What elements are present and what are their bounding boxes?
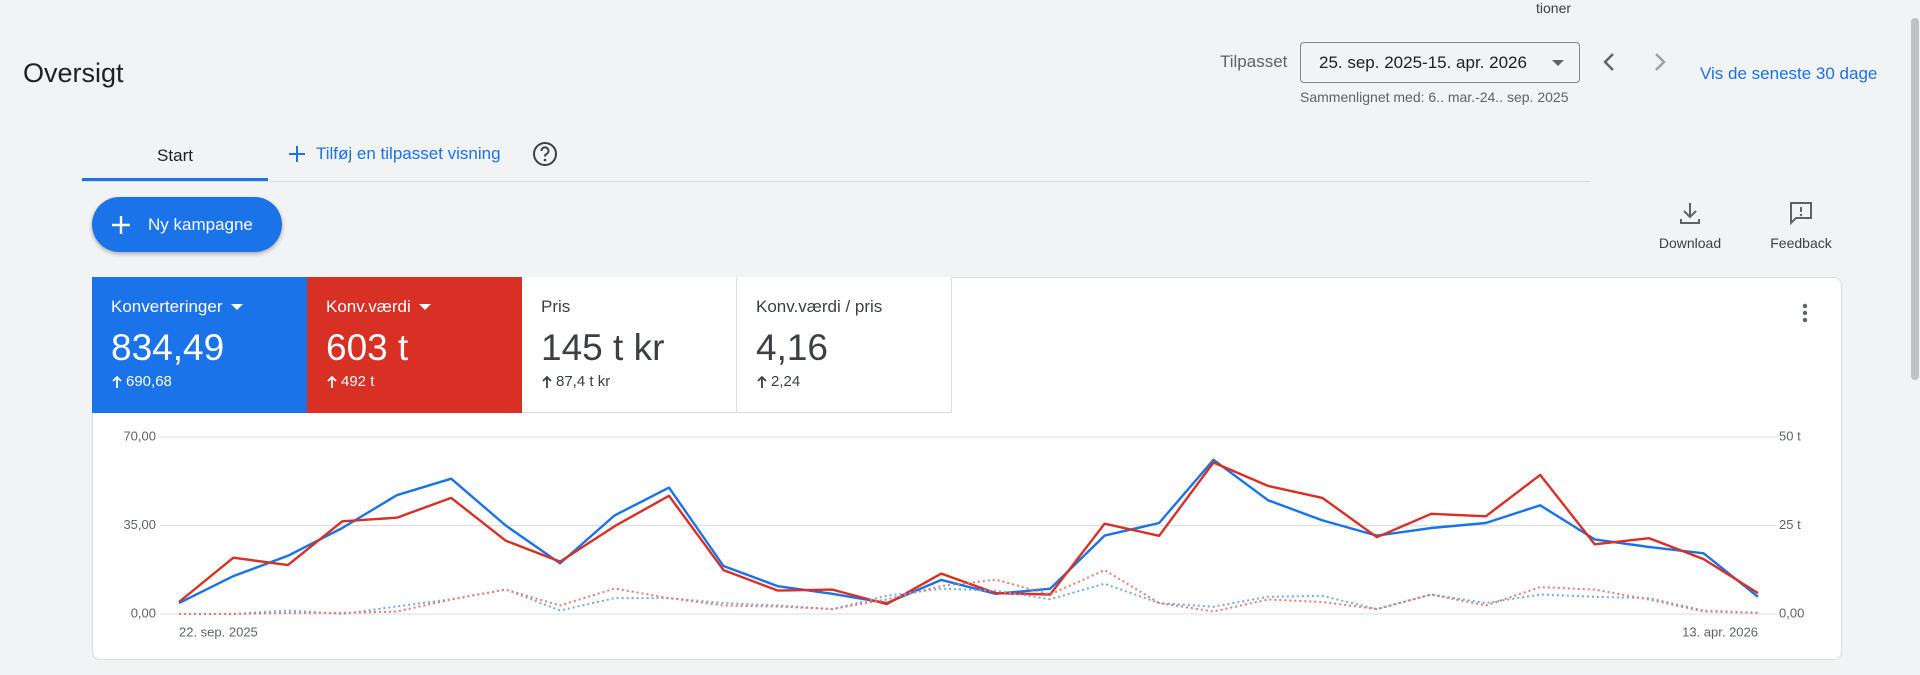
y-tick-label: 70,00 <box>123 428 156 443</box>
series-line <box>178 458 1759 605</box>
plus-icon <box>112 215 130 234</box>
metric-label-text: Konv.værdi / pris <box>756 297 883 316</box>
metric-change: 492 t <box>326 373 503 390</box>
up-arrow <box>112 375 122 388</box>
metric-change-text: 492 t <box>341 373 375 390</box>
download-action[interactable]: Download <box>1650 200 1730 251</box>
metric-change-text: 87,4 t kr <box>556 373 611 390</box>
arrow-shape <box>542 375 552 388</box>
date-range: 25. sep. 2025-15. apr. 2026 <box>1319 53 1527 72</box>
y2-tick-label: 50 t <box>1779 428 1801 443</box>
arrow-shape <box>230 304 243 310</box>
scroll-thumb[interactable] <box>1911 18 1919 380</box>
date-dropdown[interactable]: 25. sep. 2025-15. apr. 2026 <box>1300 42 1580 83</box>
tab-indicator <box>82 178 268 181</box>
x-tick-label: 22. sep. 2025 <box>179 624 258 639</box>
metric-label-text: Konv.værdi <box>326 297 411 316</box>
up-arrow <box>757 375 767 388</box>
new-campaign-button[interactable]: Ny kampagne <box>92 197 282 252</box>
metric-label: Konv.værdi / pris <box>756 297 932 317</box>
up-arrow <box>327 375 337 388</box>
plus-icon <box>289 146 305 162</box>
metric-tile[interactable]: Pris 145 t kr 87,4 t kr <box>522 277 737 413</box>
clipped-label: tioner <box>1536 0 1572 16</box>
range-label: Tilpasset <box>1220 52 1288 71</box>
metric-change: 87,4 t kr <box>541 373 717 390</box>
feedback-label: Feedback <box>1770 235 1832 251</box>
metric-label-text: Konverteringer <box>111 297 223 316</box>
metric-tile[interactable]: Konverteringer 834,49 690,68 <box>92 277 307 413</box>
y2-tick-label: 25 t <box>1779 517 1801 532</box>
y2-tick-label: 0,00 <box>1779 605 1804 620</box>
arrow-shape <box>418 304 431 310</box>
add-view-label: Tilføj en tilpasset visning <box>316 144 501 163</box>
button-label: Ny kampagne <box>148 214 253 234</box>
tab-label: Start <box>157 146 193 165</box>
comparison-text: Sammenlignet med: 6.. mar.-24.. sep. 202… <box>1300 89 1569 105</box>
metric-change: 690,68 <box>111 373 288 390</box>
scrollbar <box>1910 0 1920 675</box>
metric-label: Pris <box>541 297 717 317</box>
metric-change-text: 2,24 <box>771 373 801 390</box>
metric-value: 4,16 <box>756 327 829 368</box>
metric-label: Konv.værdi <box>326 297 503 317</box>
metric-value: 603 t <box>326 327 409 368</box>
metric-change: 2,24 <box>756 373 932 390</box>
feedback-icon <box>1790 202 1812 226</box>
metric-label: Konverteringer <box>111 297 288 317</box>
add-view[interactable]: Tilføj en tilpasset visning <box>288 144 501 164</box>
download-icon <box>1680 203 1700 224</box>
next-button[interactable] <box>1647 50 1671 74</box>
arrow-shape <box>112 375 122 388</box>
metric-value: 834,49 <box>111 327 225 368</box>
metric-label-text: Pris <box>541 297 571 316</box>
y-tick-label: 0,00 <box>131 605 156 620</box>
arrow-shape <box>757 375 767 388</box>
series-line <box>179 569 1759 615</box>
metric-change-text: 690,68 <box>126 373 172 390</box>
dropdown-arrow <box>1552 60 1564 66</box>
metric-tile[interactable]: Konv.værdi / pris 4,16 2,24 <box>737 277 952 413</box>
up-arrow <box>542 375 552 388</box>
overview-card: 0,00 35,00 70,00 0,00 25 t 50 t 22. sep. 2025 1… <box>92 277 1842 660</box>
series-line <box>179 582 1759 615</box>
dropdown-arrow <box>230 304 243 310</box>
recent-link[interactable]: Vis de seneste 30 dage <box>1700 64 1878 83</box>
metric-value: 145 t kr <box>541 327 665 368</box>
arrow-shape <box>327 375 337 388</box>
chart: 0,00 35,00 70,00 0,00 25 t 50 t 22. sep. 2025 1… <box>123 428 1804 639</box>
metric-tile[interactable]: Konv.værdi 603 t 492 t <box>307 277 522 413</box>
x-tick-label: 13. apr. 2026 <box>1682 624 1758 639</box>
help-icon[interactable] <box>531 140 559 168</box>
more-menu[interactable] <box>1793 301 1817 325</box>
prev-button[interactable] <box>1598 50 1622 74</box>
tab-divider <box>82 181 1591 182</box>
download-label: Download <box>1658 235 1722 251</box>
y-tick-label: 35,00 <box>123 517 156 532</box>
tab-start[interactable]: Start <box>82 141 268 181</box>
page-title: Oversigt <box>23 58 124 88</box>
dropdown-arrow <box>418 304 431 310</box>
feedback-action[interactable]: Feedback <box>1761 200 1841 251</box>
